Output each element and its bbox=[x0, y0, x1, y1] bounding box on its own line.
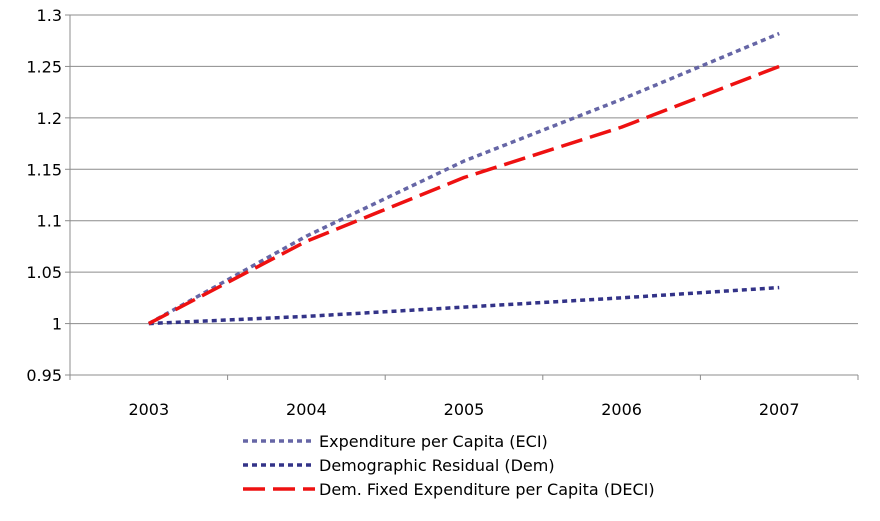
y-tick-label: 1 bbox=[52, 315, 62, 334]
x-tick-label: 2006 bbox=[601, 400, 642, 419]
y-tick-label: 0.95 bbox=[26, 366, 62, 385]
y-tick-label: 1.2 bbox=[37, 109, 62, 128]
y-tick-label: 1.15 bbox=[26, 160, 62, 179]
x-tick-label: 2003 bbox=[128, 400, 169, 419]
x-tick-label: 2007 bbox=[759, 400, 800, 419]
series-line-2 bbox=[148, 285, 780, 326]
y-tick-label: 1.25 bbox=[26, 57, 62, 76]
series-line-3 bbox=[147, 64, 780, 326]
series-line-1 bbox=[147, 31, 780, 326]
legend-label-1: Expenditure per Capita (ECI) bbox=[319, 432, 548, 451]
x-tick-label: 2005 bbox=[444, 400, 485, 419]
y-tick-label: 1.3 bbox=[37, 6, 62, 25]
legend-label-2: Demographic Residual (Dem) bbox=[319, 456, 555, 475]
legend-label-3: Dem. Fixed Expenditure per Capita (DECI) bbox=[319, 480, 655, 499]
y-tick-label: 1.1 bbox=[37, 212, 62, 231]
y-tick-label: 1.05 bbox=[26, 263, 62, 282]
x-tick-label: 2004 bbox=[286, 400, 327, 419]
